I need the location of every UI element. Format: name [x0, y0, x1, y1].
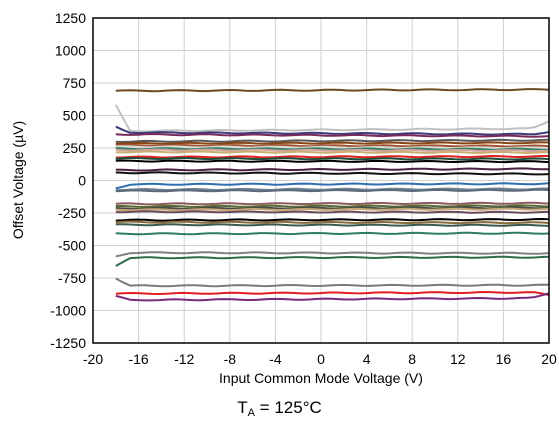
series-line	[115, 291, 550, 296]
series-line	[115, 145, 550, 150]
y-tick-label: -750	[58, 270, 86, 286]
series-line	[115, 133, 550, 138]
series-line	[115, 138, 550, 143]
temperature-caption: TA = 125°C	[0, 398, 559, 419]
series-line	[115, 220, 550, 225]
caption-symbol: T	[237, 398, 248, 417]
series-line	[115, 155, 549, 159]
series-line	[115, 167, 549, 172]
x-tick-label: 4	[363, 351, 371, 367]
caption-value: = 125°C	[254, 398, 322, 417]
series-line	[115, 218, 550, 222]
caption-subscript: A	[247, 407, 255, 419]
y-axis-ticks: 1250 1000 750 500 250 0 -250 -500 -750 -1000 -1250	[50, 10, 86, 351]
series-line	[115, 156, 550, 161]
x-tick-label: -20	[83, 351, 103, 367]
plot-area-border	[92, 17, 550, 344]
y-tick-label: 500	[63, 108, 87, 124]
series-line	[115, 277, 550, 288]
series-line	[114, 104, 550, 133]
x-tick-label: -12	[174, 351, 194, 367]
x-tick-label: 0	[317, 351, 325, 367]
x-axis-ticks: -20 -16 -12 -8 -4 0 4 8 12 16 20	[83, 351, 557, 367]
y-tick-label: 250	[63, 140, 87, 156]
x-tick-label: 20	[541, 351, 557, 367]
series-line	[115, 143, 550, 148]
series-line	[115, 292, 550, 302]
series-line	[115, 150, 550, 154]
series-line	[115, 171, 550, 176]
series-line	[115, 223, 550, 227]
series-line	[115, 88, 550, 93]
series-line	[115, 148, 550, 153]
y-tick-label: 0	[78, 173, 86, 189]
y-tick-label: 1250	[55, 10, 86, 26]
x-tick-label: -16	[128, 351, 148, 367]
y-tick-label: -1250	[50, 335, 86, 351]
series-line	[115, 141, 550, 145]
x-tick-label: 8	[408, 351, 416, 367]
series-line	[115, 182, 550, 190]
series-line	[115, 251, 550, 258]
series-line	[115, 188, 550, 193]
series-line	[115, 255, 550, 267]
y-tick-label: 750	[63, 75, 87, 91]
x-tick-label: -8	[224, 351, 237, 367]
series-line	[115, 159, 550, 164]
x-tick-label: 16	[496, 351, 512, 367]
series-line	[115, 206, 550, 210]
series-line	[115, 147, 550, 151]
series-line	[115, 207, 550, 212]
data-traces	[114, 88, 550, 302]
series-line	[115, 201, 550, 206]
x-axis-label: Input Common Mode Voltage (V)	[219, 370, 423, 386]
y-tick-label: -250	[58, 205, 86, 221]
y-axis-label: Offset Voltage (µV)	[10, 121, 26, 239]
series-line	[115, 210, 550, 214]
series-line	[115, 125, 550, 136]
x-tick-label: -4	[269, 351, 282, 367]
y-tick-label: -1000	[50, 303, 86, 319]
y-tick-label: 1000	[55, 43, 86, 59]
x-tick-label: 12	[450, 351, 466, 367]
series-line	[115, 204, 550, 208]
series-line	[115, 231, 550, 236]
y-tick-label: -500	[58, 238, 86, 254]
